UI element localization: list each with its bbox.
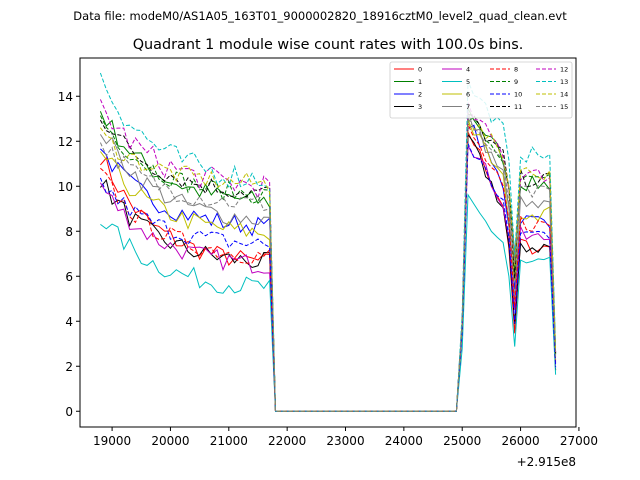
x-axis: 19000 20000 21000 22000 23000 24000 25000 26000… [93,427,598,448]
legend-label-10: 10 [514,90,522,98]
y-tick-label: 12 [58,135,73,149]
legend-label-5: 5 [466,78,470,86]
series-line-8 [100,124,557,412]
y-tick-label: 2 [65,360,73,374]
y-axis: 0 2 4 6 8 10 12 14 [58,90,80,419]
legend-label-7: 7 [466,103,470,111]
series-line-10 [99,143,557,412]
x-tick-label: 22000 [268,434,306,448]
legend-label-11: 11 [514,103,522,111]
legend-label-13: 13 [560,78,568,86]
chart-title: Quadrant 1 module wise count rates with … [133,37,524,53]
legend-label-14: 14 [560,90,568,98]
y-tick-label: 10 [58,180,73,194]
legend-label-3: 3 [418,103,422,111]
series-line-7 [99,111,557,412]
legend-label-12: 12 [560,65,568,73]
y-tick-label: 4 [65,315,73,329]
legend-label-4: 4 [466,65,470,73]
chart-suptitle: Data file: modeM0/AS1A05_163T01_90000028… [73,9,567,23]
legend-frame [389,61,573,119]
series-line-13 [99,72,557,412]
y-tick-label: 6 [65,270,73,284]
legend-label-2: 2 [418,90,422,98]
series-line-3 [100,133,557,412]
x-tick-label: 25000 [443,434,481,448]
x-tick-label: 23000 [326,434,364,448]
plot-area [99,72,557,412]
axes-frame [79,57,577,428]
legend-label-8: 8 [514,65,518,73]
series-line-15 [99,116,557,412]
legend-label-1: 1 [418,78,422,86]
x-tick-label: 27000 [560,434,598,448]
y-tick-label: 0 [65,405,73,419]
x-tick-label: 21000 [210,434,248,448]
series-line-5 [100,193,557,412]
x-tick-label: 20000 [151,434,189,448]
x-offset-label: +2.915e8 [517,455,576,469]
y-tick-label: 8 [65,225,73,239]
y-tick-label: 14 [58,90,73,104]
legend-label-9: 9 [514,78,518,86]
legend-label-0: 0 [418,65,422,73]
x-tick-label: 24000 [385,434,423,448]
x-tick-label: 19000 [93,434,131,448]
legend-label-6: 6 [466,90,470,98]
legend-label-15: 15 [560,103,568,111]
x-tick-label: 26000 [501,434,539,448]
series-line-11 [99,113,557,412]
